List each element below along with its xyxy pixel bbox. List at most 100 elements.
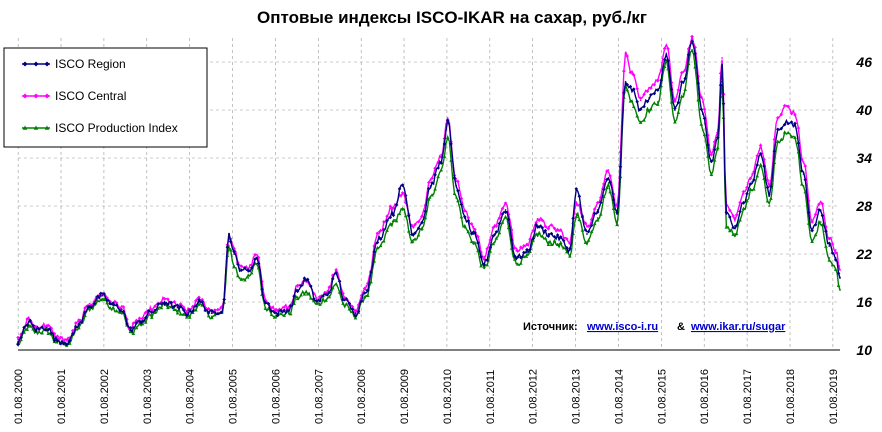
- key-point: [710, 153, 713, 155]
- key-point: [255, 257, 258, 259]
- data-point: [690, 34, 694, 39]
- data-point: [824, 224, 828, 229]
- data-point: [28, 318, 32, 323]
- data-point: [153, 310, 157, 314]
- data-point: [74, 324, 78, 329]
- key-point: [378, 237, 380, 239]
- data-point: [203, 308, 208, 313]
- data-point: [497, 221, 502, 226]
- data-point: [699, 107, 704, 112]
- data-point: [445, 118, 450, 123]
- data-point: [385, 218, 389, 223]
- data-point: [308, 296, 313, 300]
- data-point: [549, 242, 554, 246]
- data-point: [738, 200, 742, 205]
- data-point: [16, 335, 20, 340]
- data-point: [375, 245, 380, 250]
- y-tick-label: 28: [855, 198, 872, 214]
- data-point: [213, 310, 217, 315]
- data-point: [436, 166, 440, 170]
- source-link-ikar[interactable]: www.ikar.ru/sugar: [690, 321, 786, 333]
- data-point: [628, 70, 633, 75]
- key-point: [575, 189, 578, 191]
- data-point: [315, 301, 319, 305]
- key-point: [315, 297, 318, 299]
- series-markers: [16, 39, 841, 347]
- data-point: [282, 305, 286, 310]
- legend-marker: [44, 125, 50, 130]
- data-point: [598, 212, 603, 216]
- data-point: [181, 308, 186, 312]
- data-point: [260, 287, 264, 291]
- key-point: [238, 277, 241, 279]
- data-point: [282, 313, 286, 317]
- key-point: [429, 197, 432, 199]
- key-point: [88, 305, 91, 307]
- data-point: [800, 182, 804, 186]
- data-point: [796, 126, 801, 130]
- data-point: [159, 302, 164, 306]
- data-point: [382, 228, 386, 232]
- data-point: [375, 240, 380, 245]
- data-point: [589, 217, 594, 222]
- data-point: [645, 89, 650, 94]
- data-point: [365, 293, 370, 298]
- key-point: [504, 209, 507, 211]
- data-point: [755, 154, 760, 158]
- source-link-isco[interactable]: www.isco-i.ru: [586, 321, 658, 333]
- x-tick-label: 01.08.2000: [13, 369, 25, 424]
- data-point: [83, 306, 87, 310]
- data-point: [350, 307, 355, 312]
- data-point: [731, 225, 736, 230]
- data-point: [43, 325, 47, 329]
- data-point: [762, 157, 766, 162]
- key-point: [463, 226, 466, 229]
- key-point: [101, 294, 104, 297]
- data-point: [80, 320, 84, 324]
- data-point: [288, 304, 293, 308]
- data-point: [758, 162, 763, 167]
- data-point: [702, 116, 707, 121]
- data-point: [433, 172, 437, 177]
- key-point: [296, 285, 299, 288]
- data-point: [105, 298, 109, 303]
- data-point: [482, 262, 486, 267]
- key-point: [701, 129, 704, 131]
- data-point: [159, 305, 164, 310]
- x-tick-label: 01.08.2001: [56, 369, 68, 424]
- data-point: [194, 298, 198, 303]
- data-point: [25, 323, 29, 327]
- key-point: [455, 197, 458, 199]
- data-point: [436, 174, 440, 179]
- data-point: [222, 297, 226, 302]
- key-point: [802, 173, 805, 175]
- data-point: [416, 219, 421, 224]
- key-point: [412, 241, 415, 243]
- data-point: [330, 277, 335, 281]
- data-point: [625, 87, 630, 92]
- data-point: [580, 215, 585, 219]
- data-point: [225, 245, 230, 250]
- data-point: [397, 211, 402, 216]
- key-point: [187, 312, 190, 315]
- data-point: [375, 231, 380, 236]
- data-point: [755, 173, 760, 178]
- data-point: [686, 47, 691, 51]
- key-point: [264, 298, 267, 301]
- x-tick-label: 01.08.2017: [742, 369, 754, 424]
- key-point: [648, 97, 651, 99]
- data-point: [228, 239, 233, 244]
- data-point: [108, 305, 112, 310]
- data-point: [445, 135, 450, 139]
- data-point: [256, 261, 261, 266]
- data-point: [385, 214, 389, 219]
- key-point: [674, 109, 676, 111]
- key-point: [354, 309, 357, 311]
- x-tick-label: 01.08.2012: [528, 369, 540, 424]
- key-point: [493, 233, 496, 235]
- data-point: [49, 326, 54, 331]
- key-point: [101, 297, 104, 300]
- data-point: [46, 327, 51, 332]
- data-point: [111, 301, 115, 305]
- data-point: [786, 104, 790, 109]
